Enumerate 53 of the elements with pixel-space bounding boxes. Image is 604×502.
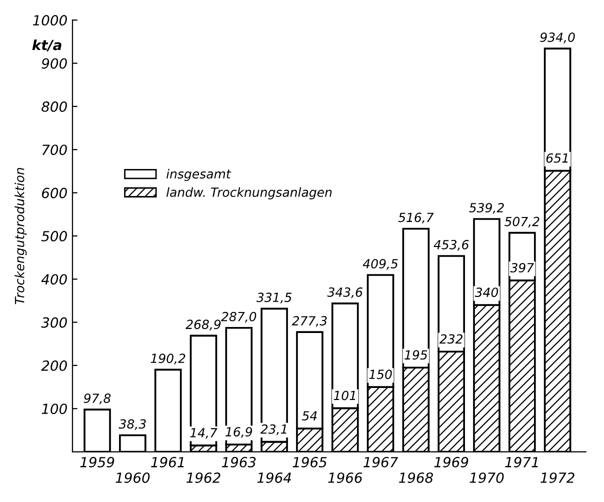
data-label: 150 (369, 370, 392, 380)
x-tick-label: 1966 (328, 472, 362, 483)
data-label: 232 (439, 334, 462, 344)
text: kt/a (32, 40, 62, 52)
x-tick-label: 1967 (364, 456, 398, 468)
x-tick-label: 1963 (222, 456, 256, 468)
total-label: 190,2 (150, 354, 186, 364)
data-label: 651 (546, 153, 568, 163)
legend-label: landw. Trocknungsanlagen (166, 187, 332, 200)
x-tick-label: 1961 (151, 456, 184, 468)
total-label: 97,8 (84, 394, 111, 404)
y-tick-label: 1000 (32, 15, 67, 26)
x-tick-label: 1965 (292, 456, 327, 468)
data-label: 397 (510, 262, 534, 272)
total-label: 343,6 (327, 287, 362, 298)
data-label: 23,1 (260, 424, 286, 436)
data-label: 195 (404, 350, 428, 360)
y-tick-label: 700 (42, 144, 67, 156)
data-label: 340 (474, 288, 498, 298)
x-tick-label: 1969 (434, 456, 468, 468)
legend-label: insgesamt (166, 168, 232, 182)
x-tick-label: 1962 (186, 472, 220, 483)
total-label: 38,3 (118, 419, 146, 430)
total-label: 409,5 (362, 258, 398, 270)
total-label: 453,6 (434, 240, 469, 251)
total-label: 287,0 (221, 312, 256, 323)
total-label: 539,2 (469, 202, 504, 214)
x-tick-label: 1970 (470, 472, 504, 483)
y-tick-label: 300 (41, 317, 67, 328)
x-tick-label: 1960 (116, 472, 150, 483)
data-label: 16,9 (226, 427, 252, 438)
y-tick-label: 400 (41, 274, 67, 285)
x-tick-label: 1972 (540, 472, 574, 483)
total-label: 268,9 (186, 320, 221, 330)
y-tick-label: 100 (42, 404, 67, 414)
x-tick-label: 1959 (80, 456, 114, 468)
y-axis-title: Trockengutproduktion (14, 168, 27, 304)
total-label: 507,2 (504, 216, 540, 228)
x-tick-label: 1964 (257, 472, 291, 483)
total-label: 934,0 (540, 32, 575, 44)
x-tick-label: 1971 (505, 456, 538, 468)
total-label: 277,3 (292, 316, 327, 327)
data-label: 14,7 (190, 428, 218, 439)
y-tick-label: 200 (41, 360, 67, 371)
total-label: 331,5 (256, 292, 292, 304)
y-tick-label: 800 (42, 101, 67, 112)
y-tick-label: 900 (42, 58, 67, 69)
x-tick-label: 1968 (398, 472, 433, 483)
data-label: 54 (302, 411, 317, 421)
y-tick-label: 500 (41, 230, 67, 242)
total-label: 516,7 (398, 212, 434, 224)
y-tick-label: 600 (42, 188, 67, 198)
data-label: 101 (334, 390, 356, 400)
